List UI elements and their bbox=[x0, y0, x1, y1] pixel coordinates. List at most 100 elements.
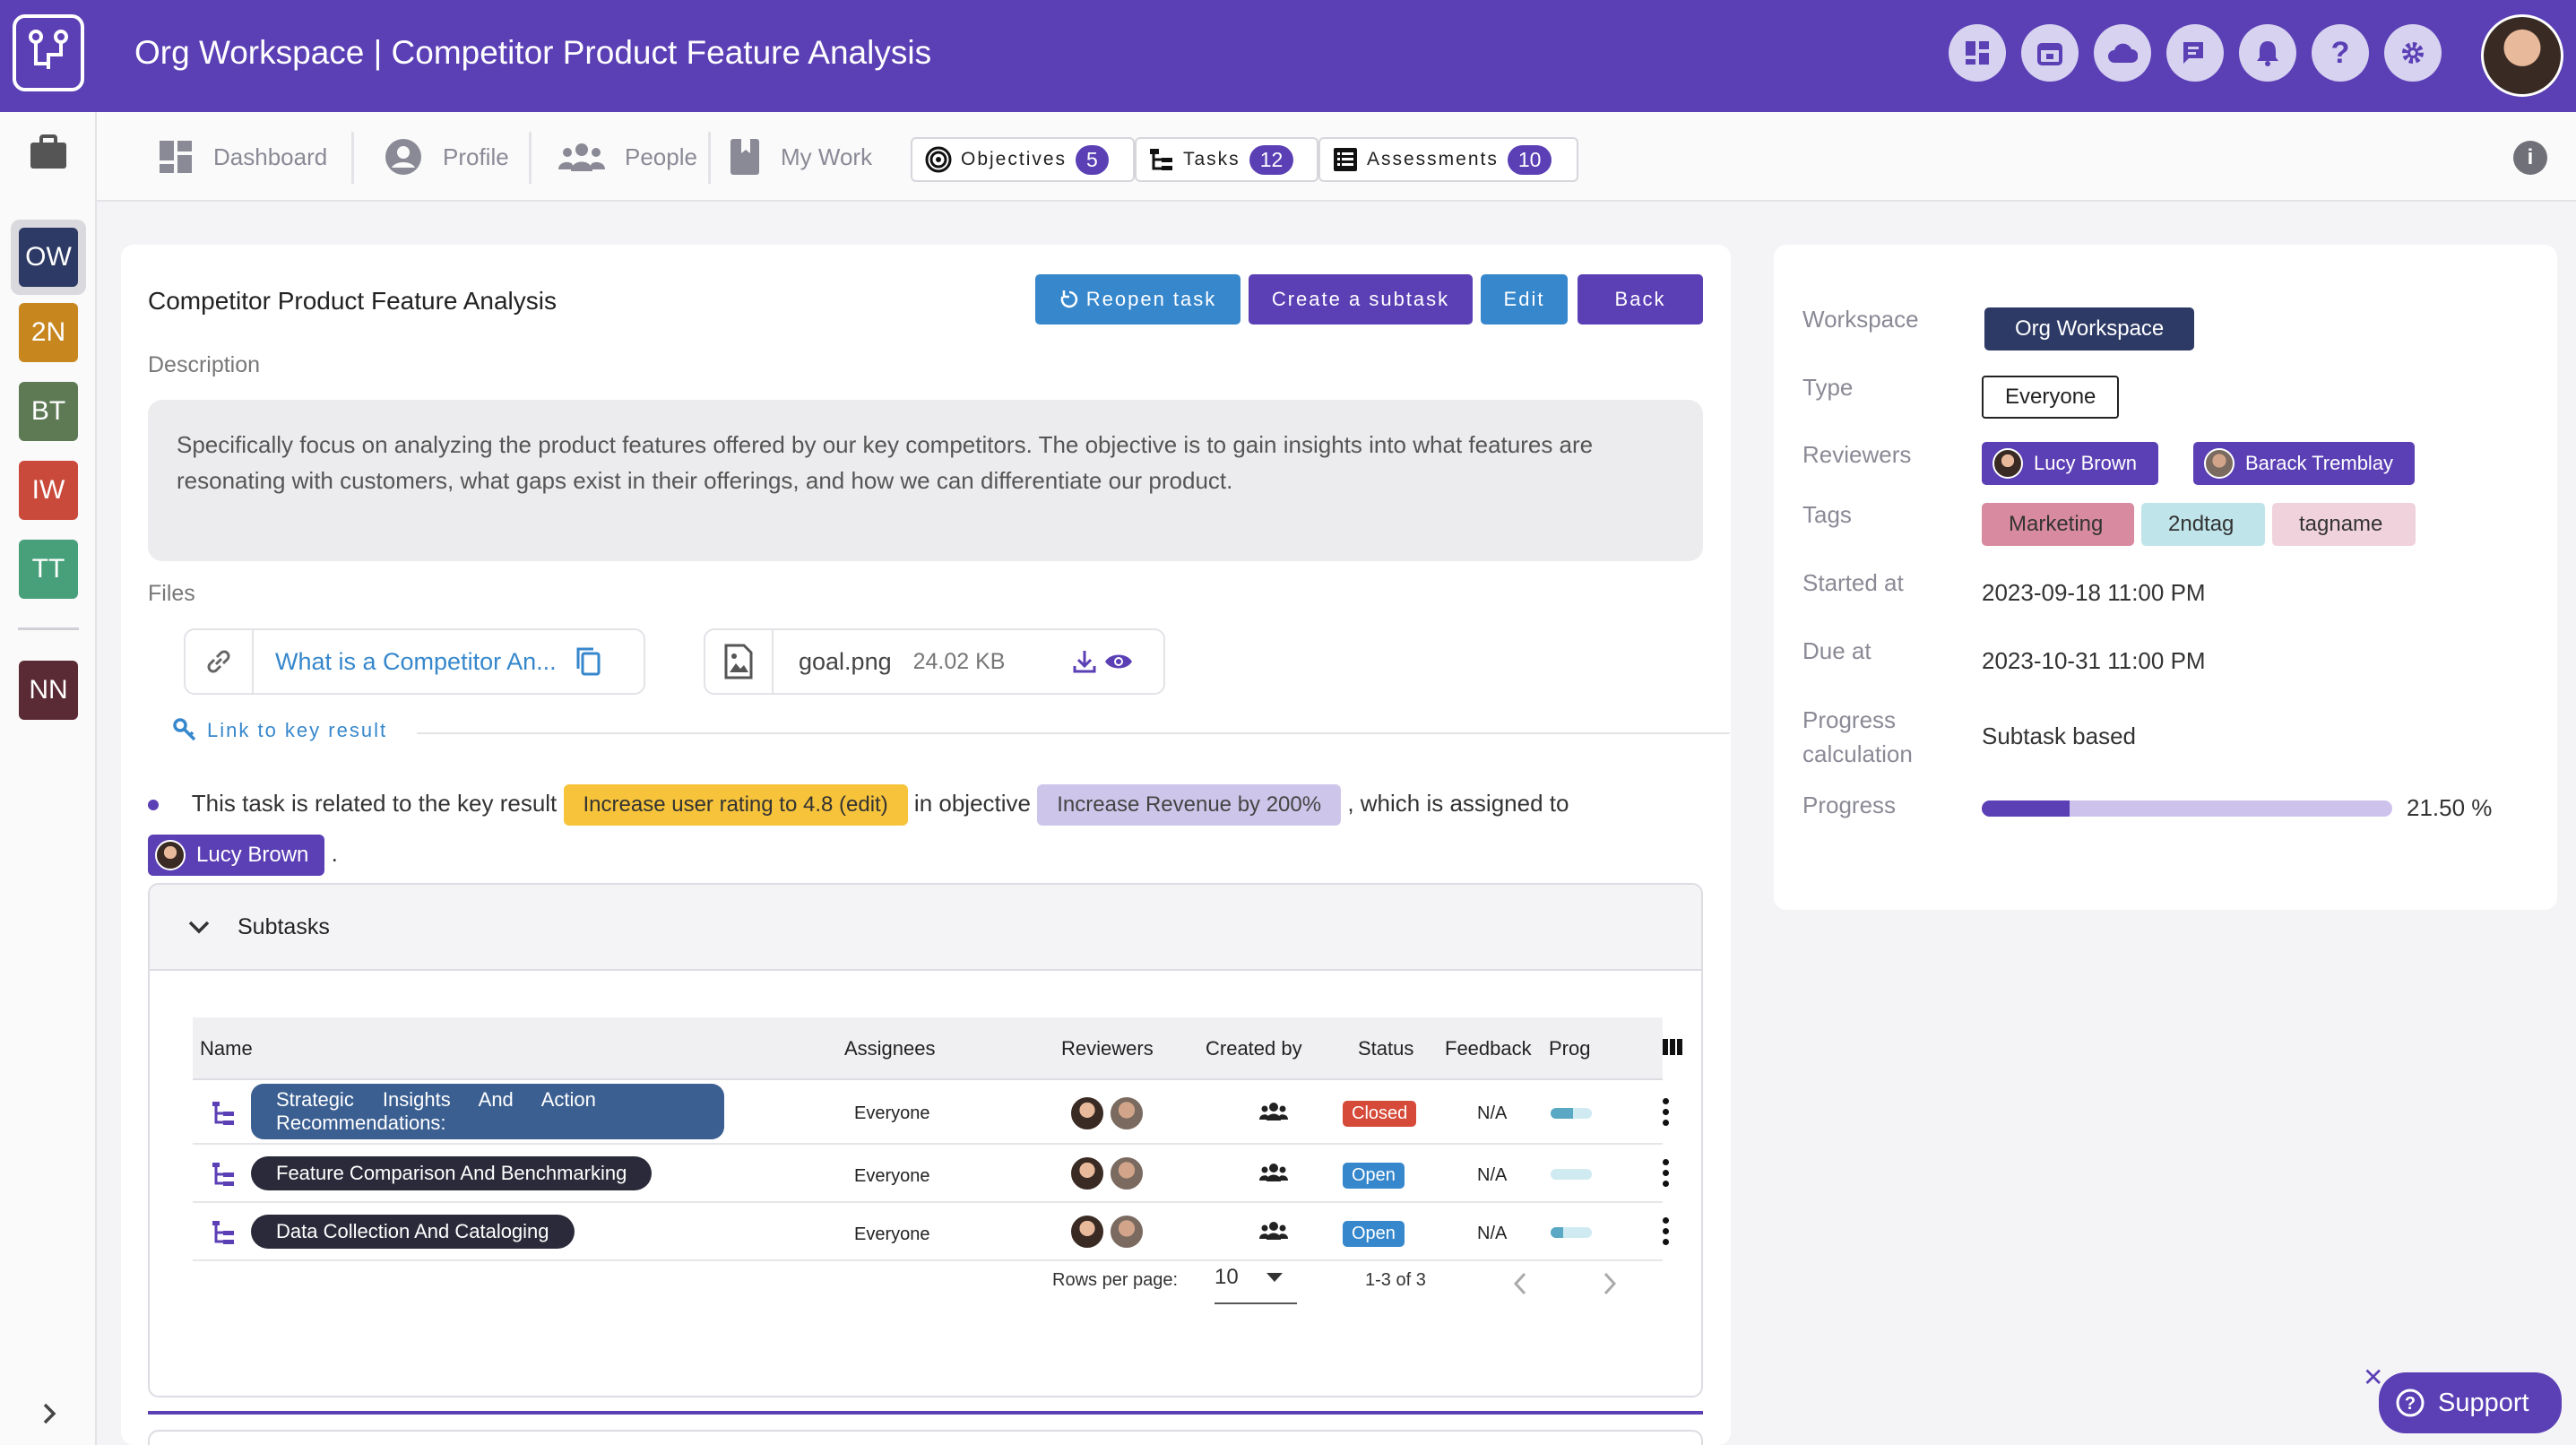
calendar-icon[interactable] bbox=[2021, 24, 2079, 82]
started-at-label: Started at bbox=[1802, 569, 1904, 596]
nav-dashboard[interactable]: Dashboard bbox=[158, 112, 327, 202]
section-divider bbox=[148, 1411, 1703, 1415]
tasks-tree-icon bbox=[1150, 149, 1172, 170]
copy-icon[interactable] bbox=[575, 646, 601, 677]
column-header-feedback[interactable]: Feedback bbox=[1445, 1037, 1532, 1060]
tab-objectives[interactable]: Objectives 5 bbox=[911, 137, 1135, 182]
workspace-chip[interactable]: Org Workspace bbox=[1984, 307, 2195, 350]
caret-down-icon bbox=[1266, 1273, 1283, 1282]
chat-icon[interactable] bbox=[2166, 24, 2224, 82]
eye-icon[interactable] bbox=[1103, 650, 1134, 673]
svg-text:?: ? bbox=[2405, 1394, 2416, 1414]
tag-chip[interactable]: tagname bbox=[2272, 503, 2416, 546]
subtasks-header[interactable]: Subtasks bbox=[150, 885, 1701, 971]
chevron-right-icon[interactable] bbox=[36, 1400, 63, 1427]
chevron-right-icon[interactable] bbox=[1603, 1272, 1617, 1295]
subtask-tree-icon bbox=[212, 1221, 234, 1244]
progress-calculation-value: Subtask based bbox=[1982, 722, 2137, 749]
support-button[interactable]: ? Support bbox=[2379, 1372, 2562, 1433]
workspace-item-bt[interactable]: BT bbox=[19, 382, 78, 441]
create-subtask-button[interactable]: Create a subtask bbox=[1249, 274, 1473, 324]
subtask-assignees: Everyone bbox=[854, 1166, 930, 1186]
top-bar: Org Workspace | Competitor Product Featu… bbox=[0, 0, 2576, 112]
reviewer-avatar bbox=[1993, 448, 2023, 479]
back-button[interactable]: Back bbox=[1578, 274, 1703, 324]
reviewer-chip[interactable]: Lucy Brown bbox=[1982, 442, 2158, 485]
reviewer-chip[interactable]: Barack Tremblay bbox=[2193, 442, 2416, 485]
tab-assessments[interactable]: Assessments 10 bbox=[1318, 137, 1578, 182]
files-label: Files bbox=[148, 581, 195, 606]
gear-icon[interactable] bbox=[2384, 24, 2442, 82]
nav-my-work[interactable]: My Work bbox=[729, 112, 872, 202]
table-row[interactable]: Strategic Insights And Action Recommenda… bbox=[193, 1080, 1669, 1145]
chevron-left-icon[interactable] bbox=[1513, 1272, 1527, 1295]
reviewer-avatar bbox=[1109, 1214, 1145, 1250]
assignee-avatar bbox=[155, 840, 186, 871]
download-icon[interactable] bbox=[1071, 648, 1098, 675]
nav-people[interactable]: People bbox=[558, 112, 697, 202]
target-icon bbox=[925, 146, 952, 173]
app-logo[interactable] bbox=[13, 14, 84, 91]
back-label: Back bbox=[1614, 288, 1666, 310]
workspace-item-nn[interactable]: NN bbox=[19, 661, 78, 720]
kr-middle-text: in objective bbox=[913, 790, 1031, 817]
workspace-abbr: IW bbox=[31, 475, 65, 505]
nav-people-label: People bbox=[625, 143, 697, 170]
subtask-name-chip[interactable]: Data Collection And Cataloging bbox=[251, 1215, 575, 1249]
help-icon[interactable]: ? bbox=[2312, 24, 2369, 82]
file-link-card[interactable]: What is a Competitor An... bbox=[184, 628, 645, 695]
columns-icon[interactable] bbox=[1663, 1038, 1682, 1056]
edit-button[interactable]: Edit bbox=[1481, 274, 1568, 324]
workspace-item-2n[interactable]: 2N bbox=[19, 303, 78, 362]
objectives-count-badge: 5 bbox=[1076, 144, 1109, 175]
subtasks-title: Subtasks bbox=[238, 913, 330, 939]
row-menu-icon[interactable] bbox=[1663, 1098, 1670, 1130]
kr-prefix-text: This task is related to the key result bbox=[191, 790, 558, 817]
dashboard-grid-icon[interactable] bbox=[1949, 24, 2006, 82]
tag-chip[interactable]: Marketing bbox=[1982, 503, 2134, 546]
key-result-chip[interactable]: Increase user rating to 4.8 (edit) bbox=[563, 784, 908, 826]
row-menu-icon[interactable] bbox=[1663, 1217, 1670, 1250]
table-row[interactable]: Data Collection And Cataloging Everyone … bbox=[193, 1203, 1669, 1261]
reopen-icon bbox=[1060, 290, 1077, 308]
workspace-item-iw[interactable]: IW bbox=[19, 461, 78, 520]
bell-icon[interactable] bbox=[2239, 24, 2296, 82]
next-section-card bbox=[148, 1430, 1703, 1445]
nav-profile[interactable]: Profile bbox=[384, 112, 509, 202]
status-badge: Open bbox=[1343, 1163, 1405, 1189]
column-header-assignees[interactable]: Assignees bbox=[844, 1037, 936, 1060]
column-header-reviewers[interactable]: Reviewers bbox=[1061, 1037, 1154, 1060]
row-menu-icon[interactable] bbox=[1663, 1159, 1670, 1191]
tag-chip[interactable]: 2ndtag bbox=[2141, 503, 2265, 546]
divider-line bbox=[417, 732, 1730, 734]
reopen-task-button[interactable]: Reopen task bbox=[1035, 274, 1240, 324]
subtask-name-chip[interactable]: Feature Comparison And Benchmarking bbox=[251, 1156, 653, 1190]
subtask-progress-fill bbox=[1551, 1108, 1574, 1119]
assignee-chip[interactable]: Lucy Brown bbox=[148, 835, 325, 877]
workspace-item-tt[interactable]: TT bbox=[19, 540, 78, 599]
subtask-name-chip[interactable]: Strategic Insights And Action Recommenda… bbox=[251, 1084, 724, 1139]
file-attachment-card[interactable]: goal.png 24.02 KB bbox=[704, 628, 1165, 695]
column-header-created-by[interactable]: Created by bbox=[1206, 1037, 1302, 1060]
tab-tasks[interactable]: Tasks 12 bbox=[1135, 137, 1318, 182]
link-to-key-result[interactable]: Link to key result bbox=[173, 718, 387, 743]
chevron-down-icon[interactable] bbox=[187, 920, 211, 934]
objective-chip[interactable]: Increase Revenue by 200% bbox=[1037, 784, 1342, 826]
table-row[interactable]: Feature Comparison And Benchmarking Ever… bbox=[193, 1145, 1669, 1203]
file-link-name[interactable]: What is a Competitor An... bbox=[275, 647, 557, 675]
workspace-item-ow[interactable]: OW bbox=[19, 228, 78, 287]
subtasks-table-header: Name Assignees Reviewers Created by Stat… bbox=[193, 1017, 1682, 1080]
cloud-icon[interactable] bbox=[2094, 24, 2151, 82]
nav-profile-label: Profile bbox=[443, 143, 509, 170]
reviewer-name: Barack Tremblay bbox=[2245, 452, 2394, 474]
column-header-name[interactable]: Name bbox=[200, 1037, 253, 1060]
link-icon-box bbox=[186, 630, 254, 693]
user-avatar[interactable] bbox=[2481, 14, 2563, 97]
close-icon[interactable]: ✕ bbox=[2363, 1363, 2384, 1391]
briefcase-icon[interactable] bbox=[29, 134, 68, 170]
rows-per-page-select[interactable]: 10 bbox=[1215, 1265, 1297, 1304]
column-header-progress[interactable]: Prog bbox=[1549, 1037, 1591, 1060]
column-header-status[interactable]: Status bbox=[1358, 1037, 1414, 1060]
info-icon[interactable]: i bbox=[2513, 141, 2547, 175]
nav-dashboard-label: Dashboard bbox=[213, 143, 328, 170]
